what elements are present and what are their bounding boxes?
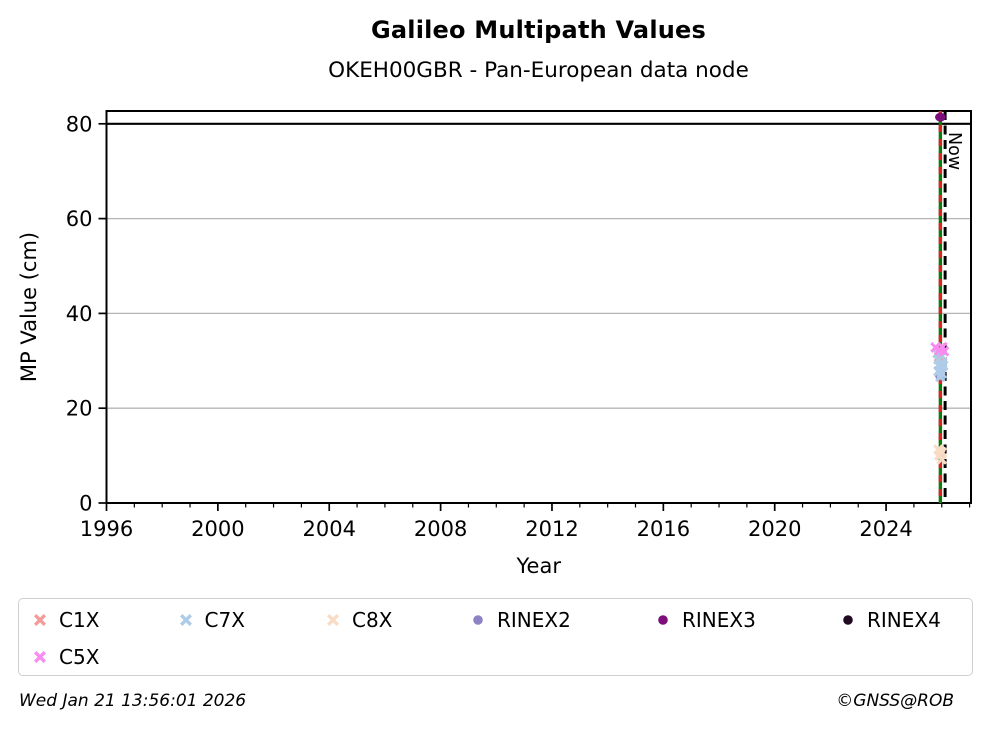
- plot-area: 0 20 40 60 80 1996 2000 2004 2008 2012 2016 2020 202…: [17, 110, 972, 578]
- x-axis-label: Year: [516, 554, 562, 578]
- data-point: [936, 454, 948, 465]
- data-point: [935, 112, 946, 122]
- chart-subtitle: OKEH00GBR - Pan-European data node: [328, 58, 749, 83]
- gridlines: [106, 217, 971, 409]
- x-tick-label: 2020: [748, 517, 801, 541]
- legend-label: RINEX4: [867, 607, 941, 632]
- legend-label: C5X: [59, 644, 100, 669]
- x-axis-ticks: 1996 2000 2004 2008 2012 2016 2020 2024: [80, 503, 971, 541]
- legend-item-rinex2: RINEX2: [470, 607, 571, 633]
- y-tick-label: 80: [66, 112, 93, 136]
- legend-label: C8X: [352, 607, 393, 632]
- series-C7X: [932, 347, 949, 383]
- x-tick-label: 2000: [191, 517, 244, 541]
- series-C8X: [933, 444, 948, 465]
- copyright: ©GNSS@ROB: [836, 691, 954, 711]
- legend-marker-x-icon: [33, 613, 47, 626]
- chart-title: Galileo Multipath Values: [370, 16, 706, 44]
- x-tick-label: 2024: [859, 517, 912, 541]
- legend-label: RINEX2: [497, 607, 571, 632]
- y-tick-label: 40: [66, 302, 93, 326]
- legend-item-c7x: C7X: [178, 607, 245, 633]
- x-tick-label: 2004: [303, 517, 356, 541]
- legend-marker-circle-icon: [843, 614, 853, 625]
- x-tick-label: 2008: [414, 517, 467, 541]
- legend-marker-circle-icon: [473, 614, 483, 625]
- x-tick-label: 2016: [637, 517, 690, 541]
- data-point: [938, 345, 950, 357]
- legend-label: C7X: [204, 607, 245, 632]
- y-axis-label: MP Value (cm): [17, 232, 41, 382]
- y-tick-label: 20: [66, 397, 93, 421]
- legend-item-c5x: C5X: [32, 644, 99, 670]
- legend-item-rinex4: RINEX4: [840, 607, 941, 633]
- now-label: Now: [944, 132, 964, 170]
- series-RINEX3: [935, 112, 946, 122]
- x-tick-label: 1996: [80, 517, 133, 541]
- legend-item-c1x: C1X: [32, 607, 99, 633]
- data-point: [935, 371, 946, 383]
- y-tick-label: 60: [66, 207, 93, 231]
- legend-marker-x-icon: [326, 613, 340, 626]
- data-point: [935, 445, 946, 457]
- legend-marker-x-icon: [33, 650, 47, 663]
- timestamp: Wed Jan 21 13:56:01 2026: [19, 691, 247, 711]
- legend-marker-circle-icon: [658, 614, 668, 625]
- plot-border: [105, 110, 972, 504]
- legend-item-rinex3: RINEX3: [655, 607, 756, 633]
- legend-label: C1X: [59, 607, 100, 632]
- legend-label: RINEX3: [682, 607, 756, 632]
- legend: C1X C7X C8X RINEX2 RINEX3 RINEX4 C5X: [18, 598, 973, 676]
- y-axis-ticks: 0 20 40 60 80: [66, 112, 107, 516]
- y-tick-label: 0: [79, 492, 92, 516]
- legend-marker-x-icon: [179, 613, 192, 626]
- x-tick-label: 2012: [525, 517, 578, 541]
- legend-item-c8x: C8X: [325, 607, 392, 633]
- series-C5X: [930, 341, 950, 357]
